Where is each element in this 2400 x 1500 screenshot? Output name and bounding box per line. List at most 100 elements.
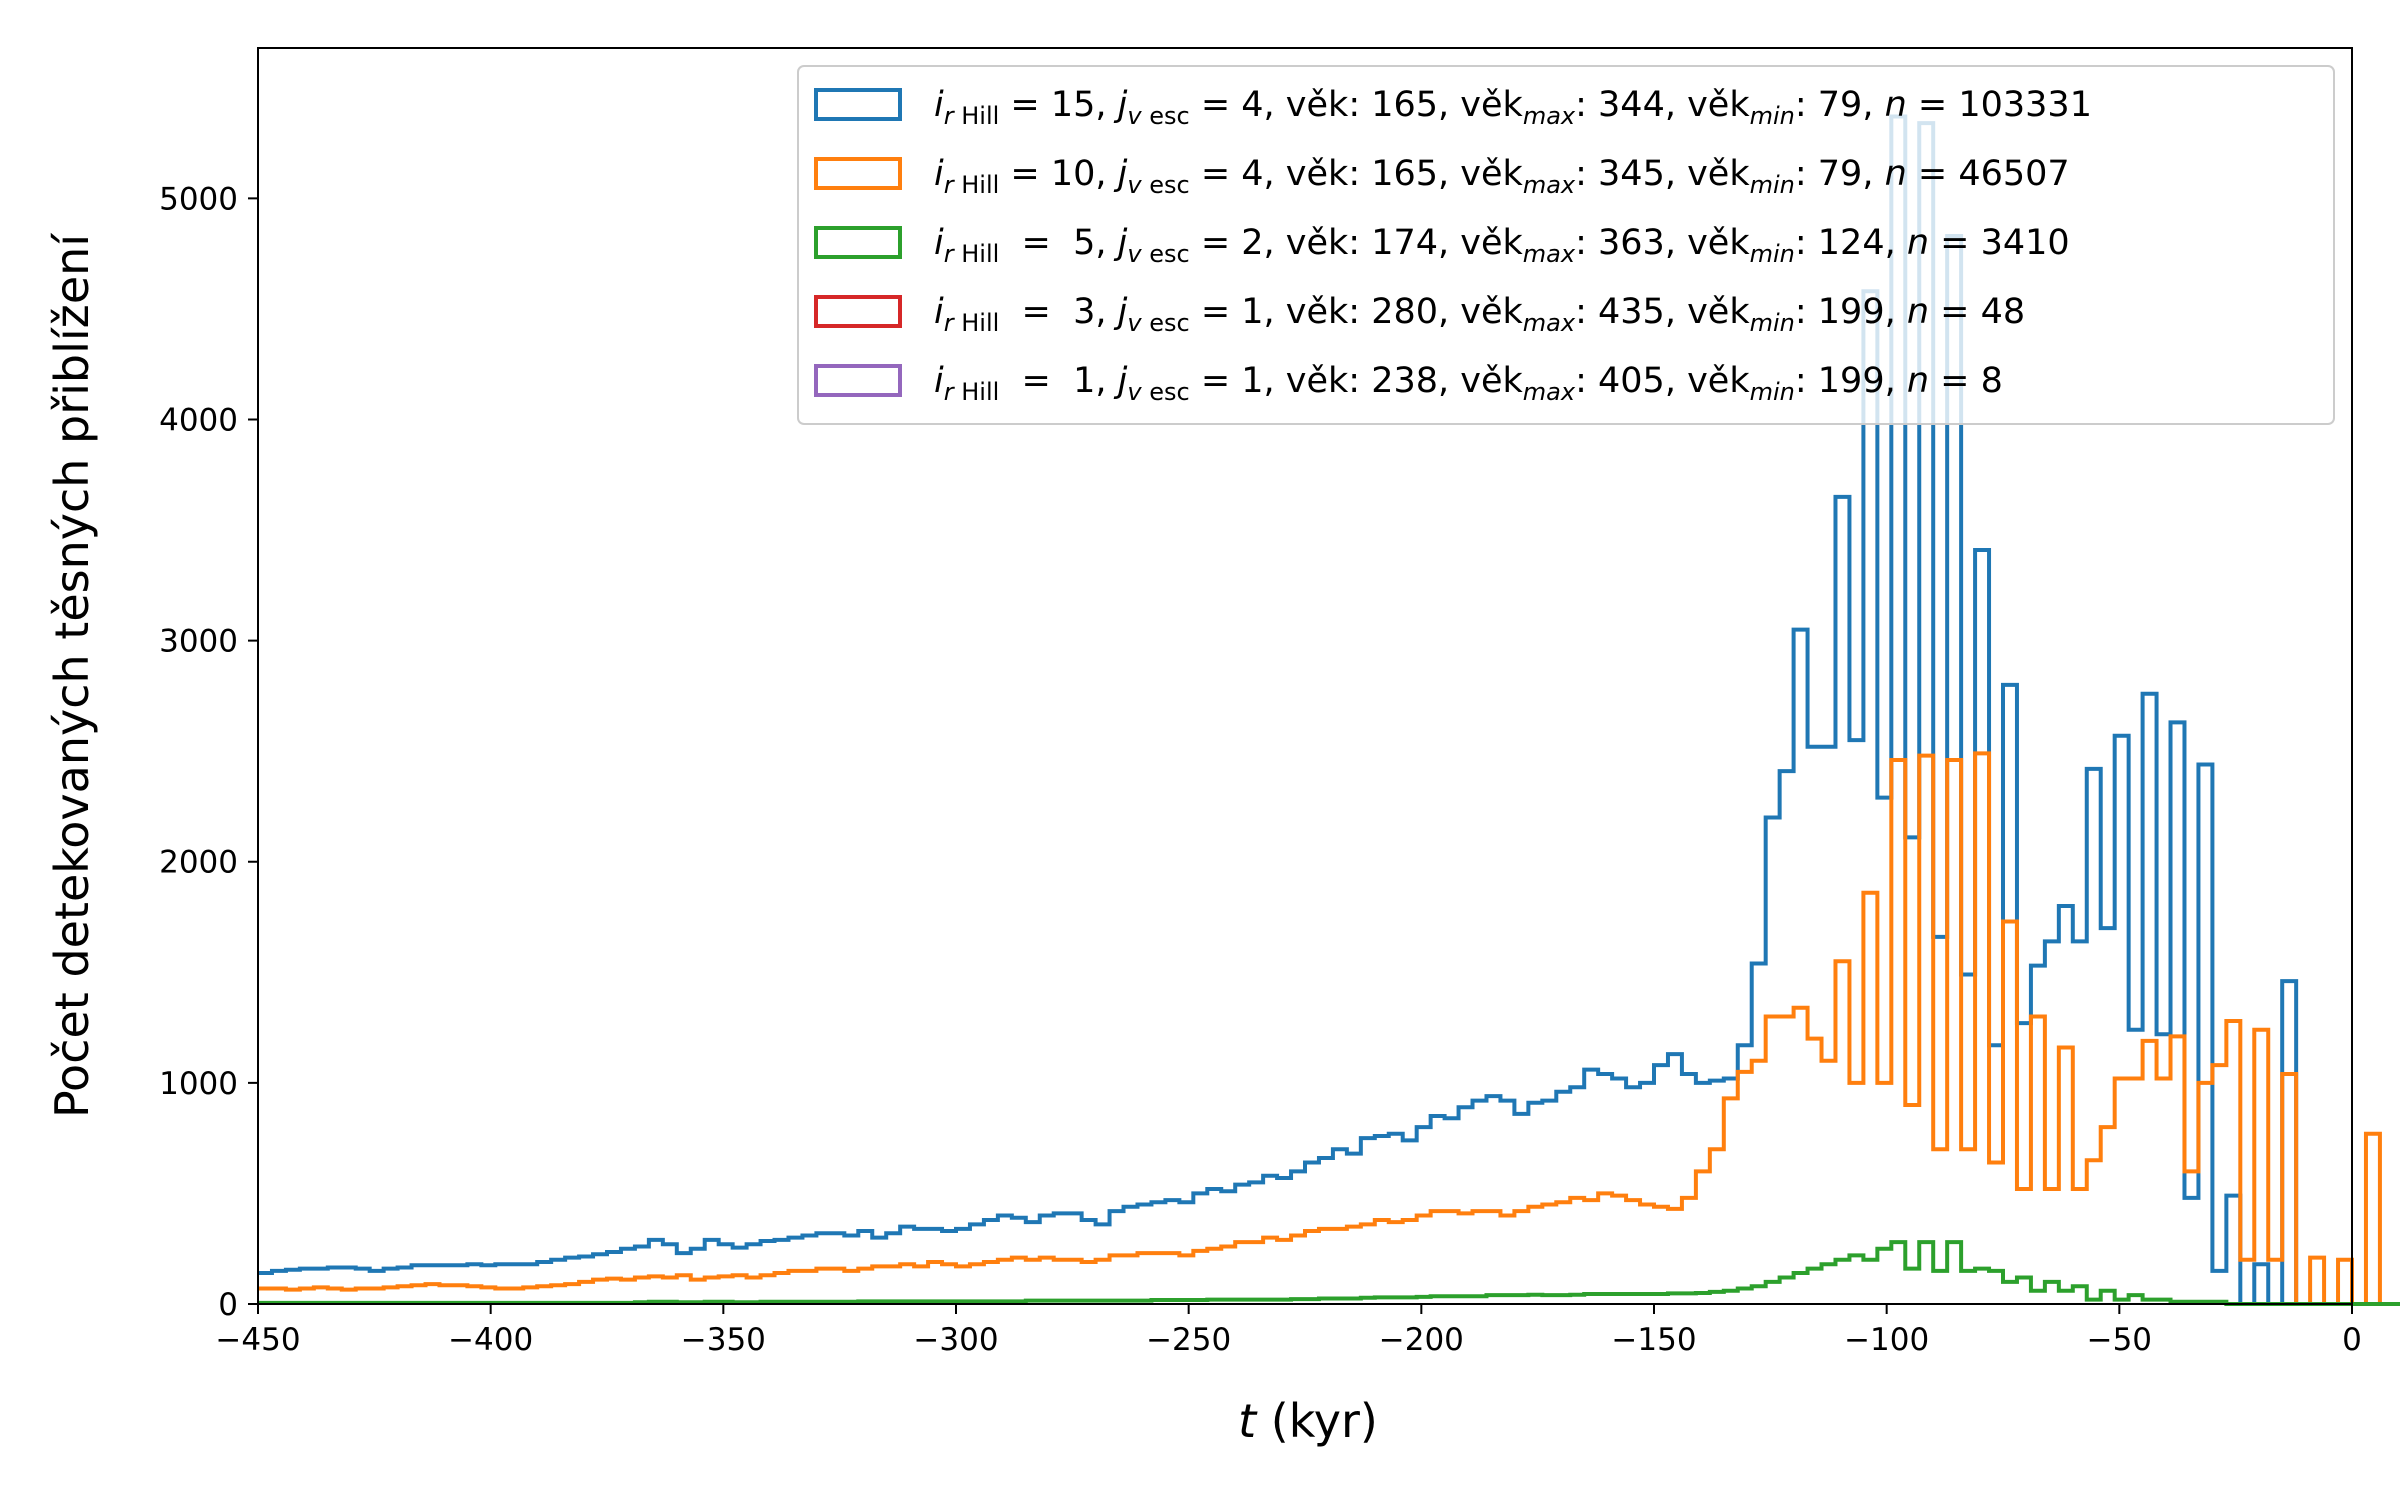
legend-entry-5: ir Hill = 1, jv esc = 1, věk: 238, věkma… — [934, 361, 2003, 406]
legend-entry-4-text-part: i — [934, 292, 944, 332]
x-tick-label: −300 — [913, 1322, 998, 1358]
legend-swatch-1 — [814, 88, 902, 121]
y-tick-label: 4000 — [159, 402, 238, 438]
x-axis-label-variable: t — [1238, 1394, 1258, 1448]
legend-entry-2-text-part: = 46507 — [1907, 154, 2070, 194]
legend-entry-3-text-part: = 3410 — [1929, 223, 2070, 263]
series-3-histogram — [258, 1240, 2400, 1306]
legend-entry-4-text-part: r — [944, 309, 956, 337]
legend-entry-3-text-part: : 124, — [1795, 223, 1907, 263]
x-tick-label: −50 — [2087, 1322, 2152, 1358]
legend-entry-4-text-part: v — [1127, 309, 1142, 337]
legend-entry-5-text-part: Hill — [954, 378, 1000, 406]
legend-entry-4: ir Hill = 3, jv esc = 1, věk: 280, věkma… — [934, 292, 2025, 337]
legend-entry-3: ir Hill = 5, jv esc = 2, věk: 174, věkma… — [934, 223, 2070, 268]
y-tick-label: 1000 — [159, 1066, 238, 1102]
legend-entry-3-text-part: : 363, věk — [1575, 223, 1750, 263]
legend-entry-1-text-part: : 344, věk — [1575, 85, 1750, 125]
legend-entry-3-text-part: v — [1127, 240, 1142, 268]
legend-entry-1-text-part: v — [1127, 102, 1142, 130]
legend-entry-5-text-part: r — [944, 378, 956, 406]
legend-entry-2-text-part: = 4, věk: 165, věk — [1190, 154, 1524, 194]
legend-entry-1-text-part: esc — [1142, 102, 1190, 130]
legend-entry-4-text-part: max — [1523, 309, 1576, 337]
legend-entry-3-text-part: = 5, — [999, 223, 1117, 263]
legend-entry-1-text-part: n — [1885, 85, 1907, 125]
legend-entry-2-text-part: : 345, věk — [1575, 154, 1750, 194]
series-1-histogram — [258, 114, 2400, 1306]
legend-entry-3-text-part: n — [1907, 223, 1929, 263]
legend-entry-5-text-part: esc — [1142, 378, 1190, 406]
legend-entry-5-text-part: j — [1114, 361, 1128, 401]
x-axis-label-unit: (kyr) — [1256, 1394, 1378, 1448]
legend-entry-5-text-part: = 1, věk: 238, věk — [1190, 361, 1524, 401]
y-tick-label: 5000 — [159, 181, 238, 217]
legend-entry-1-text-part: = 15, — [999, 85, 1117, 125]
legend-entry-4-text-part: : 199, — [1795, 292, 1907, 332]
legend-entry-4-text-part: Hill — [954, 309, 1000, 337]
series-2-histogram — [258, 751, 2400, 1306]
plot-frame — [257, 47, 2353, 1305]
legend-entry-1-text-part: min — [1750, 102, 1795, 130]
legend-entry-3-text-part: j — [1114, 223, 1128, 263]
legend-entry-5-text-part: i — [934, 361, 944, 401]
legend-entry-2-text-part: n — [1885, 154, 1907, 194]
legend-entry-4-text-part: esc — [1142, 309, 1190, 337]
legend-entry-5-text-part: n — [1907, 361, 1929, 401]
x-tick-label: −150 — [1611, 1322, 1696, 1358]
legend-entry-1-text-part: r — [944, 102, 956, 130]
legend-entry-4-text-part: = 1, věk: 280, věk — [1190, 292, 1524, 332]
legend-entry-3-text-part: i — [934, 223, 944, 263]
legend-entry-1-text-part: Hill — [954, 102, 1000, 130]
legend-entry-1-text-part: = 103331 — [1907, 85, 2092, 125]
x-tick-label: −250 — [1146, 1322, 1231, 1358]
legend-swatch-4 — [814, 295, 902, 328]
legend-swatch-5 — [814, 364, 902, 397]
x-tick-label: 0 — [2342, 1322, 2362, 1358]
legend-entry-3-text-part: esc — [1142, 240, 1190, 268]
legend-entry-4-text-part: = 3, — [999, 292, 1117, 332]
legend-entry-5-text-part: max — [1523, 378, 1576, 406]
legend-entry-2-text-part: j — [1114, 154, 1128, 194]
legend-entry-5-text-part: : 199, — [1795, 361, 1907, 401]
legend-entry-1: ir Hill = 15, jv esc = 4, věk: 165, věkm… — [934, 85, 2092, 130]
legend-entry-3-text-part: min — [1750, 240, 1795, 268]
y-tick-label: 0 — [218, 1287, 238, 1323]
legend-swatch-2 — [814, 157, 902, 190]
legend-entry-4-text-part: j — [1114, 292, 1128, 332]
legend-entry-1-text-part: = 4, věk: 165, věk — [1190, 85, 1524, 125]
x-tick-label: −100 — [1844, 1322, 1929, 1358]
legend: ir Hill = 15, jv esc = 4, věk: 165, věkm… — [797, 65, 2335, 425]
legend-entry-2-text-part: Hill — [954, 171, 1000, 199]
legend-entry-2-text-part: = 10, — [999, 154, 1117, 194]
legend-entry-4-text-part: = 48 — [1929, 292, 2025, 332]
y-tick-label: 3000 — [159, 624, 238, 660]
legend-frame — [797, 65, 2335, 425]
legend-entry-2-text-part: max — [1523, 171, 1576, 199]
axes-layer: −450 −400 −350 −300 −250 −200 −150 −100 −50 0 0 100… — [159, 47, 2362, 1358]
legend-entry-1-text-part: i — [934, 85, 944, 125]
legend-entry-2-text-part: : 79, — [1795, 154, 1885, 194]
legend-entry-1-text-part: j — [1114, 85, 1128, 125]
x-tick-label: −350 — [681, 1322, 766, 1358]
legend-entry-5-text-part: v — [1127, 378, 1142, 406]
legend-entry-2-text-part: v — [1127, 171, 1142, 199]
legend-entry-1-text-part: max — [1523, 102, 1576, 130]
legend-entry-5-text-part: : 405, věk — [1575, 361, 1750, 401]
x-axis-label: t (kyr) — [1238, 1394, 1378, 1448]
series-layer — [258, 114, 2400, 1306]
legend-entry-2-text-part: esc — [1142, 171, 1190, 199]
legend-entry-2-text-part: min — [1750, 171, 1795, 199]
legend-entry-2-text-part: i — [934, 154, 944, 194]
x-tick-label: −400 — [448, 1322, 533, 1358]
legend-entry-5-text-part: min — [1750, 378, 1795, 406]
legend-entry-3-text-part: max — [1523, 240, 1576, 268]
legend-entry-5-text-part: = 8 — [1929, 361, 2003, 401]
legend-entry-3-text-part: r — [944, 240, 956, 268]
legend-entry-1-text-part: : 79, — [1795, 85, 1885, 125]
x-tick-label: −200 — [1379, 1322, 1464, 1358]
y-axis-label: Počet detekovaných těsných přiblížení — [45, 233, 99, 1118]
legend-entry-4-text-part: n — [1907, 292, 1929, 332]
legend-entry-2: ir Hill = 10, jv esc = 4, věk: 165, věkm… — [934, 154, 2070, 199]
